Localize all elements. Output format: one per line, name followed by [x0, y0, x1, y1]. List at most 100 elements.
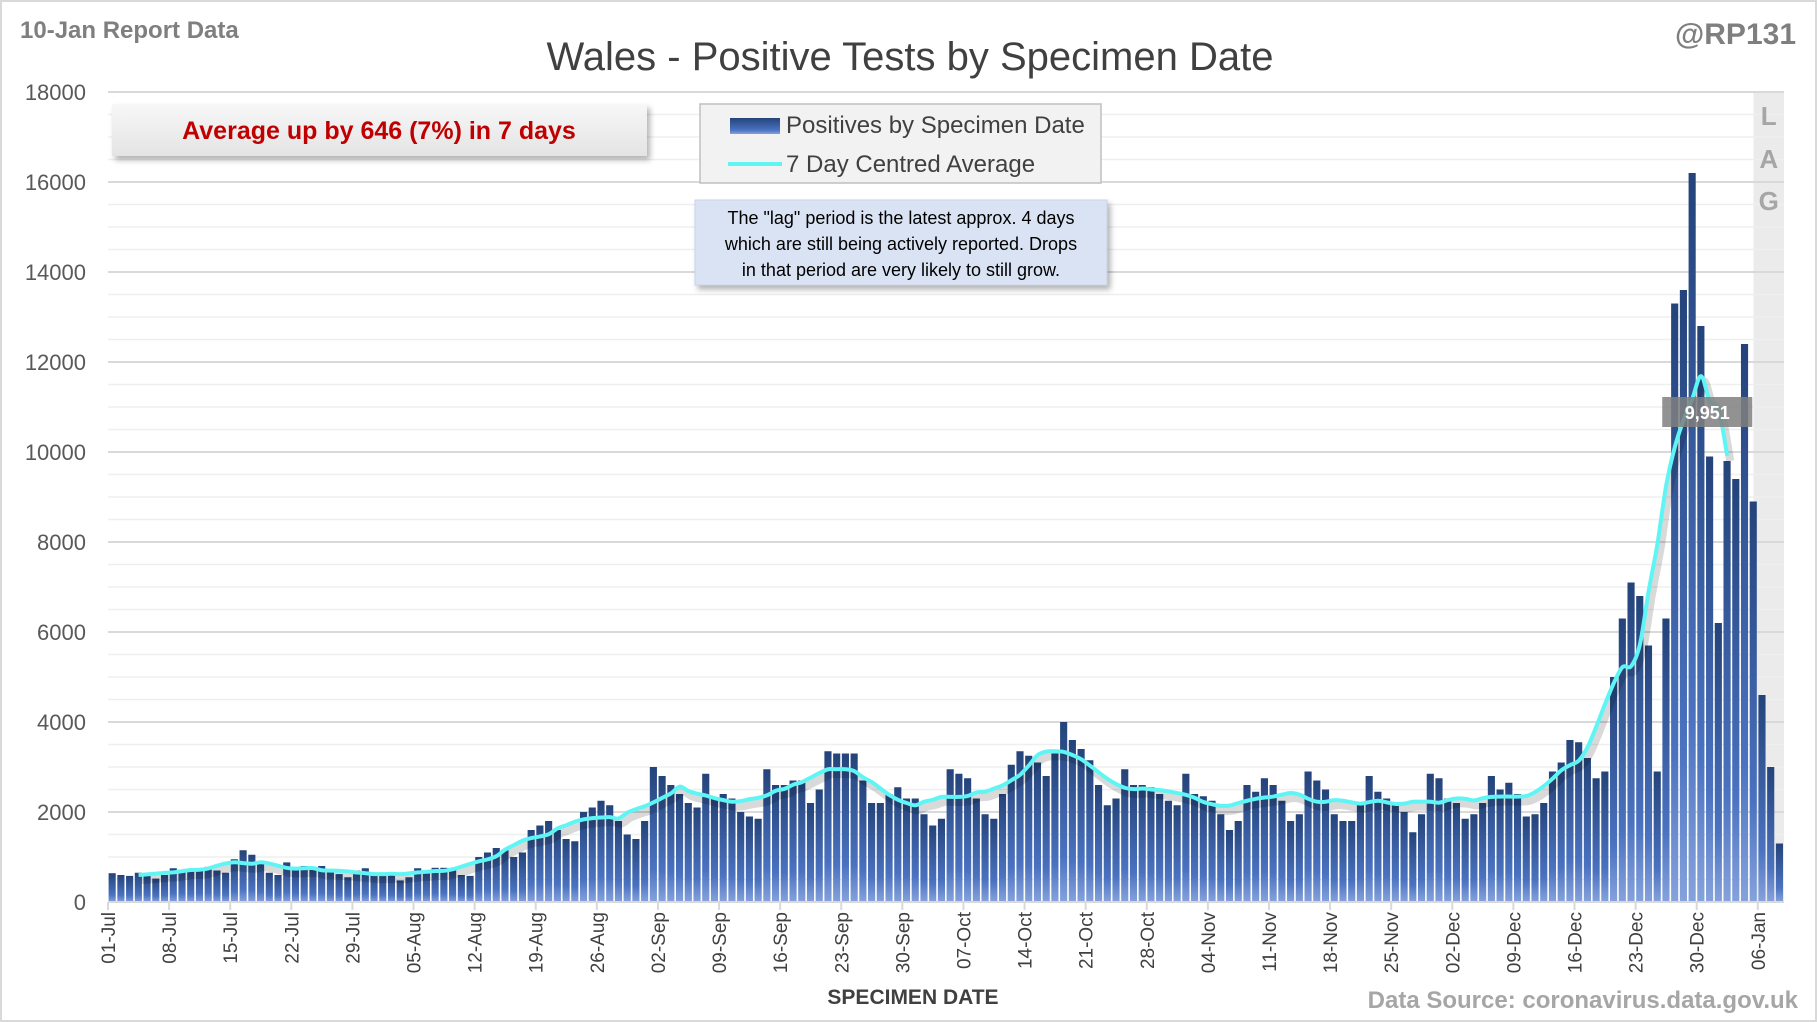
- bar: [1243, 785, 1251, 902]
- bar: [1671, 303, 1679, 902]
- x-tick-label: 15-Jul: [221, 912, 242, 964]
- bar: [1601, 771, 1609, 902]
- lag-letter-a: A: [1759, 144, 1778, 174]
- bar: [213, 870, 221, 902]
- bar: [1740, 344, 1749, 902]
- bar: [449, 870, 457, 902]
- bar: [483, 852, 492, 902]
- bar: [684, 803, 692, 902]
- bar: [117, 875, 125, 902]
- bar: [1592, 778, 1600, 902]
- report-label: 10-Jan Report Data: [20, 17, 239, 44]
- bar: [894, 787, 902, 902]
- lag-note-box: The "lag" period is the latest approx. 4…: [694, 199, 1108, 286]
- bar: [1121, 769, 1129, 902]
- bar: [143, 875, 151, 902]
- bar: [876, 803, 884, 902]
- bar: [195, 869, 204, 902]
- bar: [370, 873, 378, 902]
- bar: [1444, 798, 1452, 902]
- lag-letter-g: G: [1759, 186, 1779, 216]
- bar: [902, 798, 911, 902]
- bar: [1225, 830, 1234, 902]
- bar: [256, 861, 265, 902]
- bar: [1060, 722, 1068, 902]
- x-tick-label: 16-Sep: [771, 912, 792, 973]
- bar: [1662, 618, 1670, 902]
- bar: [1094, 785, 1103, 902]
- bar: [1007, 764, 1015, 902]
- bar: [1461, 818, 1469, 902]
- bar: [1051, 753, 1059, 902]
- bar: [222, 872, 230, 902]
- bar: [1653, 771, 1661, 902]
- bar: [553, 830, 561, 902]
- average-line: [138, 374, 1730, 878]
- bar: [1732, 479, 1740, 902]
- bar: [571, 841, 579, 902]
- bar: [518, 852, 526, 902]
- bar: [353, 870, 361, 902]
- x-tick-label: 05-Aug: [405, 912, 426, 973]
- legend-label-average: 7 Day Centred Average: [786, 151, 1035, 178]
- bar: [335, 874, 343, 902]
- bar: [1260, 778, 1268, 902]
- average-line-shadow: [141, 377, 1735, 885]
- x-tick-label: 12-Aug: [466, 912, 487, 973]
- bar: [265, 872, 273, 902]
- bar: [955, 773, 963, 902]
- bar: [981, 814, 989, 902]
- bar: [614, 821, 623, 902]
- bar: [815, 789, 823, 902]
- y-tick-label: 14000: [25, 260, 86, 285]
- lag-note-line-3: in that period are very likely to still …: [742, 260, 1060, 280]
- bar: [1321, 789, 1330, 902]
- average-change-box: Average up by 646 (7%) in 7 days: [112, 104, 647, 156]
- lag-note-line-2: which are still being actively reported.…: [724, 234, 1077, 254]
- bar: [527, 830, 535, 902]
- bar: [1775, 843, 1783, 902]
- bar: [911, 798, 919, 902]
- x-tick-label: 18-Nov: [1321, 912, 1342, 974]
- x-tick-label: 09-Dec: [1504, 912, 1525, 973]
- y-tick-label: 18000: [25, 80, 86, 105]
- bar: [579, 812, 588, 902]
- bar: [230, 859, 238, 902]
- bar: [1103, 805, 1111, 902]
- x-tick-label: 06-Jan: [1749, 912, 1770, 970]
- bar: [1025, 755, 1033, 902]
- bar: [719, 794, 727, 902]
- bar: [291, 868, 300, 902]
- bar: [737, 812, 745, 902]
- y-axis: 0 2000 4000 6000 8000 10000 12000 14000 16000 180…: [25, 80, 86, 915]
- bar: [1295, 814, 1303, 902]
- bar: [728, 798, 736, 902]
- bar: [658, 776, 666, 902]
- bar: [588, 807, 596, 902]
- bar: [1487, 776, 1495, 902]
- bar: [710, 798, 719, 902]
- bar: [1374, 791, 1382, 902]
- x-tick-label: 02-Sep: [649, 912, 670, 973]
- bar: [160, 875, 169, 902]
- bar: [1513, 794, 1522, 902]
- bar: [1618, 618, 1626, 902]
- bar: [178, 869, 186, 902]
- bar: [946, 769, 954, 902]
- bar: [1356, 803, 1364, 902]
- bar: [204, 866, 212, 902]
- bar: [318, 866, 326, 902]
- bars: [108, 173, 1783, 902]
- bar: [868, 803, 876, 902]
- bar: [1191, 794, 1199, 902]
- bar: [1339, 821, 1347, 902]
- bar: [1610, 677, 1618, 902]
- bar: [440, 867, 448, 902]
- bar: [492, 848, 500, 902]
- x-tick-label: 22-Jul: [282, 912, 303, 964]
- bar: [1522, 816, 1530, 902]
- bar: [798, 780, 806, 902]
- handle: @RP131: [1675, 18, 1796, 51]
- bar: [309, 869, 317, 902]
